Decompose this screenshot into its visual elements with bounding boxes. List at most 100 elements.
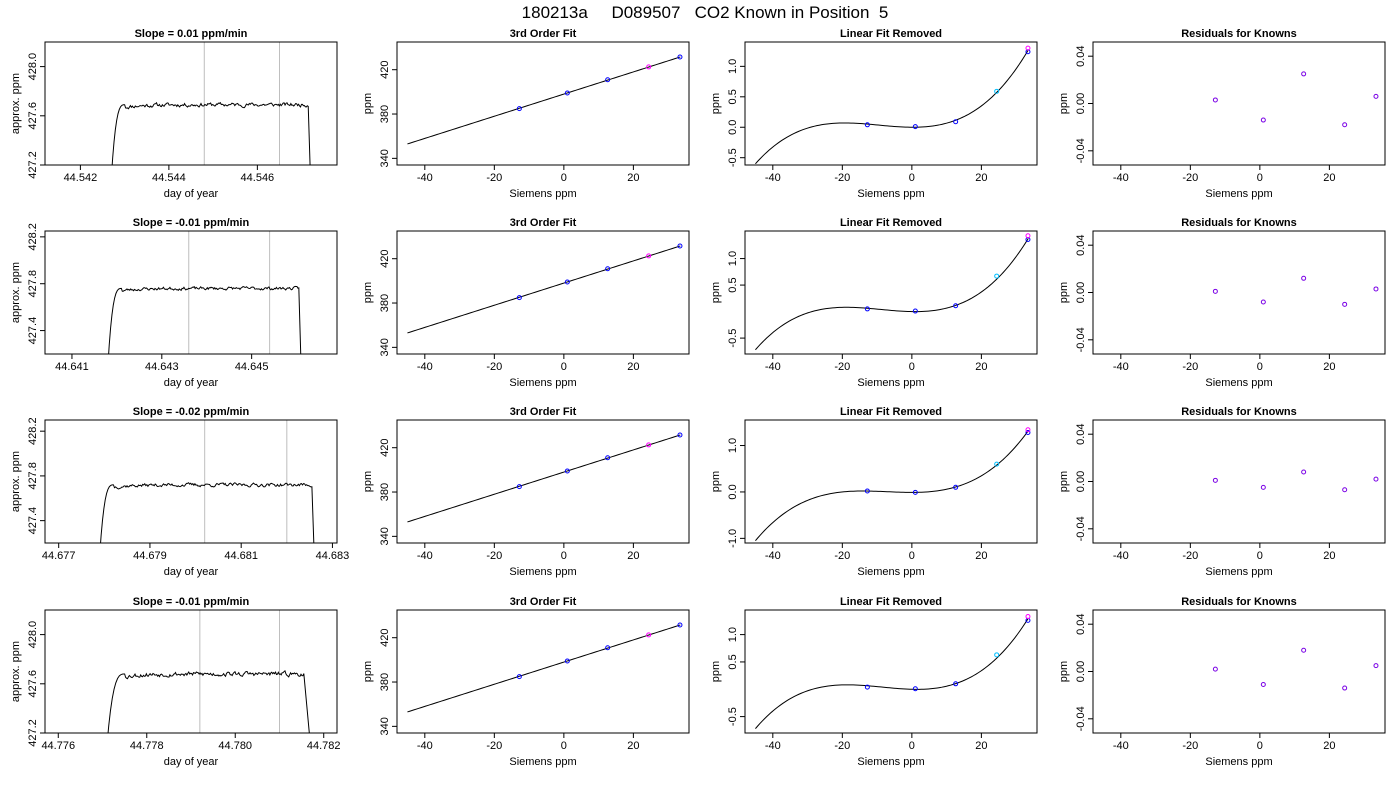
x-axis: -40 -20 0 20 Siemens ppm	[1113, 543, 1336, 578]
y-tick-label: 420	[379, 250, 391, 268]
panel-title: Residuals for Knowns	[1181, 596, 1297, 608]
x-tick-label: 20	[627, 172, 639, 184]
x-tick-label: 44.782	[307, 740, 341, 752]
plot-area	[407, 432, 683, 523]
panel-r1-c0: Slope = -0.01 ppm/min 44.641 44.643 44.645 d…	[10, 217, 338, 389]
data-point	[912, 686, 918, 692]
y-tick-label: 0.0	[727, 120, 739, 135]
x-tick-label: -20	[834, 361, 850, 373]
y-axis-label: ppm	[710, 282, 722, 303]
y-tick-label: -1.0	[727, 529, 739, 548]
data-point	[1301, 71, 1307, 77]
x-tick-label: -40	[1113, 740, 1129, 752]
x-axis-label: Siemens ppm	[509, 377, 576, 389]
x-tick-label: 20	[1323, 550, 1335, 562]
data-point	[1373, 286, 1379, 292]
fit-curve	[407, 56, 681, 145]
y-axis-label: approx. ppm	[10, 262, 22, 323]
x-tick-label: -40	[1113, 361, 1129, 373]
plot-frame	[1092, 609, 1386, 734]
data-point	[646, 253, 652, 259]
plot-frame	[744, 41, 1038, 166]
x-axis: 44.641 44.643 44.645 day of year	[55, 354, 268, 389]
y-tick-label: 1.0	[727, 438, 739, 453]
y-tick-label: 428.0	[27, 621, 39, 649]
y-tick-label: 380	[379, 673, 391, 691]
plot-frame	[396, 230, 690, 355]
y-axis-label: ppm	[362, 93, 374, 114]
x-tick-label: -20	[486, 740, 502, 752]
fit-curve	[755, 430, 1029, 542]
data-point	[953, 681, 959, 687]
y-tick-label: 0.00	[1075, 661, 1087, 682]
plot-frame	[44, 609, 338, 734]
data-point	[1301, 275, 1307, 281]
x-axis: -40 -20 0 20 Siemens ppm	[765, 165, 988, 200]
x-tick-label: -40	[417, 172, 433, 184]
fit-curve	[755, 238, 1029, 351]
panel-r0-c2: Linear Fit Removed -40 -20 0 20 Siemens ppm -0…	[710, 28, 1038, 200]
x-axis: -40 -20 0 20 Siemens ppm	[1113, 354, 1336, 389]
plot-frame	[744, 609, 1038, 734]
data-point	[953, 484, 959, 490]
y-axis-label: approx. ppm	[10, 451, 22, 512]
data-point	[646, 632, 652, 638]
data-point	[1373, 93, 1379, 99]
x-tick-label: -40	[765, 172, 781, 184]
data-point	[1373, 476, 1379, 482]
fit-curve	[407, 245, 681, 334]
x-tick-label: 0	[909, 172, 915, 184]
x-axis-label: Siemens ppm	[509, 566, 576, 578]
panel-title: Linear Fit Removed	[840, 217, 942, 229]
panel-title: Residuals for Knowns	[1181, 28, 1297, 40]
y-tick-label: -0.5	[727, 707, 739, 726]
data-point	[516, 295, 522, 301]
y-tick-label: 340	[379, 717, 391, 735]
data-point	[1260, 484, 1266, 490]
x-tick-label: -40	[1113, 550, 1129, 562]
x-axis: 44.542 44.544 44.546 day of year	[64, 165, 274, 200]
plot-frame	[1092, 230, 1386, 355]
panel-r0-c0: Slope = 0.01 ppm/min 44.542 44.544 44.546 da…	[10, 28, 338, 200]
x-tick-label: -40	[765, 740, 781, 752]
y-tick-label: -0.5	[727, 329, 739, 348]
y-tick-label: -0.5	[727, 148, 739, 167]
x-axis-label: day of year	[164, 756, 219, 768]
y-axis: 427.4 427.8 428.2 approx. ppm	[10, 223, 45, 344]
data-point	[864, 684, 870, 690]
panel-title: Slope = -0.01 ppm/min	[133, 217, 250, 229]
x-tick-label: 0	[909, 740, 915, 752]
x-tick-label: 20	[1323, 740, 1335, 752]
y-axis-label: ppm	[362, 282, 374, 303]
data-point	[1025, 233, 1031, 239]
x-axis-label: Siemens ppm	[1205, 188, 1272, 200]
y-tick-label: 427.2	[27, 719, 39, 747]
y-tick-label: 340	[379, 527, 391, 545]
x-tick-label: 44.679	[133, 550, 167, 562]
data-point	[1212, 666, 1218, 672]
x-tick-label: 20	[627, 550, 639, 562]
y-tick-label: 427.2	[27, 151, 39, 179]
x-tick-label: -20	[1182, 550, 1198, 562]
x-tick-label: -20	[1182, 361, 1198, 373]
panel-r3-c2: Linear Fit Removed -40 -20 0 20 Siemens ppm -0…	[710, 596, 1038, 768]
panel-title: 3rd Order Fit	[510, 217, 577, 229]
y-tick-label: 420	[379, 629, 391, 647]
fit-curve	[407, 624, 681, 713]
x-tick-label: -40	[1113, 172, 1129, 184]
data-point	[1025, 430, 1031, 436]
x-tick-label: -40	[417, 740, 433, 752]
data-point	[646, 64, 652, 70]
plot-frame	[744, 230, 1038, 355]
panel-r2-c3: Residuals for Knowns -40 -20 0 20 Siemens ppm…	[1058, 406, 1386, 578]
x-tick-label: 20	[975, 740, 987, 752]
y-axis-label: ppm	[362, 661, 374, 682]
x-tick-label: 20	[1323, 361, 1335, 373]
data-point	[1342, 301, 1348, 307]
y-tick-label: 380	[379, 294, 391, 312]
y-axis-label: ppm	[710, 471, 722, 492]
x-tick-label: -20	[834, 550, 850, 562]
y-axis: 427.4 427.8 428.2 approx. ppm	[10, 417, 45, 534]
y-tick-label: 340	[379, 338, 391, 356]
data-point	[1373, 663, 1379, 669]
